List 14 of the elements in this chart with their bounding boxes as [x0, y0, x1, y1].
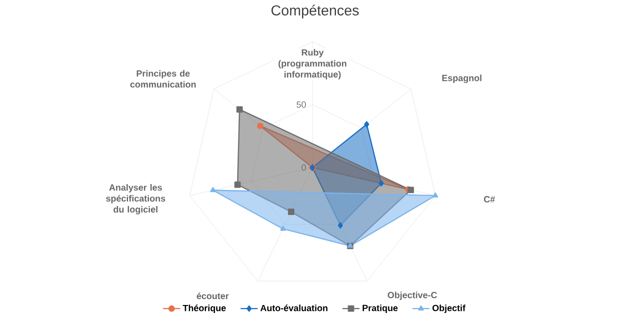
legend-label: Objectif — [432, 304, 466, 313]
legend-label: Auto-évaluation — [260, 304, 328, 312]
legend-label: Théorique — [182, 304, 226, 313]
spoke-label: Espagnol — [442, 74, 482, 84]
y-tick-label: 0 — [302, 164, 306, 171]
spoke-label: Ruby (programmation informatique) — [278, 49, 346, 80]
spoke-label: écouter — [196, 292, 229, 300]
legend-label: Pratique — [362, 304, 398, 313]
spoke-label: Analyser les spécifications du logiciel — [106, 184, 166, 214]
y-tick-label: 50 — [296, 101, 306, 108]
chart-title: Compétences — [271, 4, 359, 18]
spoke-label: C# — [484, 196, 495, 202]
spoke-label: Principes de communication — [130, 70, 196, 88]
spoke-label: Objective-C — [388, 292, 437, 300]
